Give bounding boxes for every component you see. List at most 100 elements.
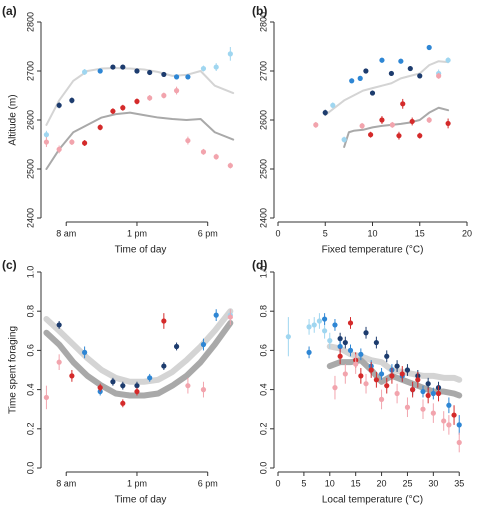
x-axis-label: Time of day <box>115 245 167 256</box>
data-point <box>425 392 431 399</box>
x-tick-label: 25 <box>402 478 412 488</box>
data-point <box>161 318 167 324</box>
data-point <box>426 44 432 51</box>
data-point <box>227 162 233 169</box>
y-tick-label: 2800 <box>258 12 268 32</box>
data-point <box>316 318 323 324</box>
data-point <box>358 373 364 379</box>
y-tick-label: 0.0 <box>258 462 268 475</box>
data-point <box>426 117 432 123</box>
data-point <box>373 339 379 346</box>
data-point <box>43 394 50 401</box>
data-point <box>417 73 423 79</box>
data-point <box>120 105 126 111</box>
data-point <box>285 334 291 340</box>
data-point <box>200 65 207 72</box>
x-tick-label: 1 pm <box>127 228 147 238</box>
data-point <box>420 388 426 395</box>
data-point <box>69 139 75 145</box>
y-tick-label: 0.2 <box>25 423 35 436</box>
x-tick-label: 0 <box>275 478 280 488</box>
data-point <box>363 330 369 336</box>
data-point <box>97 68 103 74</box>
data-point <box>227 314 233 320</box>
data-point <box>435 390 442 397</box>
data-point <box>43 132 50 138</box>
data-point <box>56 322 62 328</box>
x-tick-label: 15 <box>351 478 361 488</box>
data-point <box>134 383 140 389</box>
data-point <box>363 68 369 74</box>
x-tick-label: 1 pm <box>127 478 147 488</box>
data-point <box>173 343 180 350</box>
y-tick-label: 2800 <box>25 12 35 32</box>
data-point <box>82 349 88 355</box>
data-point <box>430 410 436 416</box>
data-point <box>134 388 140 395</box>
data-point <box>357 75 363 81</box>
data-point <box>420 406 426 412</box>
y-tick-label: 2400 <box>258 208 268 228</box>
data-point <box>185 383 191 389</box>
data-point <box>451 412 457 418</box>
y-tick-label: 2700 <box>25 61 35 81</box>
data-point <box>337 336 343 342</box>
data-point <box>200 149 207 155</box>
y-tick-label: 2500 <box>258 159 268 179</box>
data-point <box>400 101 406 107</box>
y-tick-label: 0.8 <box>25 305 35 318</box>
data-point <box>407 65 413 72</box>
data-point <box>409 118 415 125</box>
x-tick-label: 35 <box>454 478 464 488</box>
data-point <box>69 97 75 103</box>
data-point <box>313 122 319 128</box>
data-point <box>330 102 336 108</box>
data-point <box>332 385 338 391</box>
data-point <box>430 390 436 397</box>
data-point <box>359 123 365 129</box>
data-point <box>322 328 328 334</box>
panel-label: (a) <box>2 4 17 18</box>
trend-line <box>343 106 450 148</box>
data-point <box>379 57 385 63</box>
y-tick-label: 0.6 <box>258 344 268 357</box>
y-tick-label: 2600 <box>258 110 268 130</box>
data-point <box>82 140 88 146</box>
data-point <box>69 373 75 379</box>
x-tick-label: 20 <box>377 478 387 488</box>
data-point <box>200 341 207 348</box>
data-point <box>399 371 405 377</box>
data-point <box>341 137 347 143</box>
data-point <box>373 377 379 383</box>
x-tick-label: 5 <box>301 478 306 488</box>
data-point <box>396 133 402 139</box>
data-point <box>173 88 180 94</box>
x-tick-label: 10 <box>325 478 335 488</box>
data-point <box>97 124 103 130</box>
panel-label: (d) <box>252 258 267 272</box>
data-point <box>213 312 219 318</box>
y-tick-label: 2400 <box>25 208 35 228</box>
y-tick-label: 2600 <box>25 110 35 130</box>
y-axis-label: Time spent foraging <box>8 326 19 414</box>
data-point <box>398 58 404 64</box>
data-point <box>110 108 116 114</box>
data-point <box>56 146 62 152</box>
y-tick-label: 1.0 <box>25 266 35 279</box>
x-tick-label: 8 am <box>56 478 76 488</box>
data-point <box>389 122 395 128</box>
data-point <box>82 69 88 75</box>
panel-label: (c) <box>2 258 17 272</box>
data-point <box>368 367 374 373</box>
data-point <box>349 78 355 84</box>
data-point <box>445 57 451 63</box>
data-point <box>173 74 180 80</box>
data-point <box>394 363 400 369</box>
data-point <box>404 404 411 410</box>
data-point <box>161 363 167 369</box>
y-tick-label: 0.6 <box>25 344 35 357</box>
data-point <box>213 154 219 160</box>
data-point <box>342 371 348 377</box>
data-point <box>213 64 219 70</box>
